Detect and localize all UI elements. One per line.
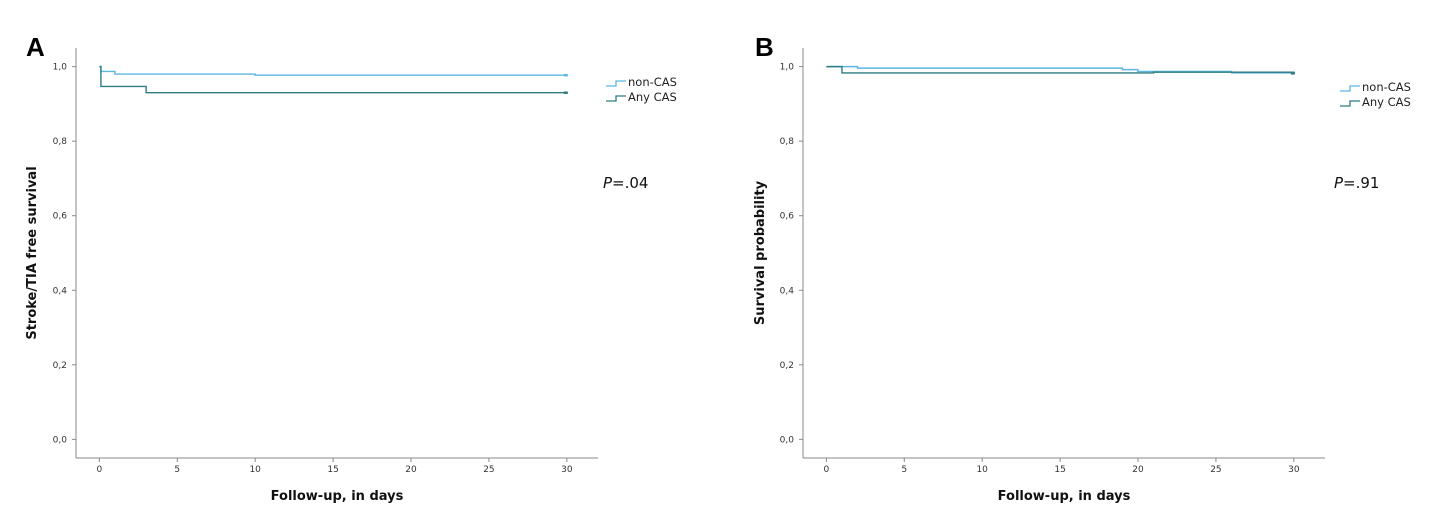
chart-panel-b: B 0,0 0,2 0,4 0,6 0,8 1,0 0 5 10 15 20 25 30 Follow-up… [753,32,1411,504]
panel-letter: B [755,32,774,62]
y-tick-label: 0,4 [780,286,795,296]
y-tick-label: 1,0 [53,63,68,73]
legend-swatch [1340,100,1360,107]
y-tick-label: 0,2 [780,361,794,371]
x-tick-label: 25 [483,465,494,475]
x-tick-label: 5 [901,465,907,475]
y-tick-label: 0,0 [53,435,68,445]
x-axis-title: Follow-up, in days [998,489,1131,504]
x-tick-label: 0 [824,465,830,475]
legend-label: Any CAS [1362,95,1411,109]
y-tick-label: 1,0 [780,63,795,73]
x-axis-title: Follow-up, in days [271,489,404,504]
legend-label: non-CAS [628,75,677,89]
x-tick-label: 15 [327,465,338,475]
legend-label: non-CAS [1362,80,1411,94]
x-tick-label: 10 [249,465,261,475]
series-line-any-cas [99,65,567,94]
y-axis-title: Survival probability [753,180,768,325]
p-value-annotation: P=.04 [603,174,648,192]
y-tick-label: 0,6 [780,212,795,222]
x-tick-label: 15 [1054,465,1065,475]
panel-letter: A [26,32,45,62]
p-value-number: =.91 [1343,174,1379,192]
series-line-non-cas [99,65,567,76]
x-tick-label: 5 [174,465,180,475]
legend-label: Any CAS [628,90,677,104]
p-value-annotation: P=.91 [1334,174,1379,192]
y-tick-label: 0,8 [53,137,68,147]
x-tick-label: 10 [976,465,988,475]
legend-swatch [606,95,626,102]
x-tick-label: 20 [1132,465,1144,475]
p-value-symbol: P [603,174,613,192]
chart-panel-a: A 0,0 0,2 0,4 0,6 0,8 1,0 0 5 10 15 20 25 30 Follow-up… [25,32,677,504]
y-tick-label: 0,0 [780,435,795,445]
y-axis-title: Stroke/TIA free survival [25,166,40,339]
y-tick-label: 0,4 [53,286,68,296]
y-tick-label: 0,8 [780,137,795,147]
y-tick-label: 0,2 [53,361,67,371]
x-tick-label: 25 [1210,465,1221,475]
y-tick-label: 0,6 [53,212,68,222]
p-value-number: =.04 [612,174,648,192]
legend-swatch [606,80,626,87]
legend-swatch [1340,85,1360,92]
x-tick-label: 20 [405,465,417,475]
x-tick-label: 0 [97,465,103,475]
p-value-symbol: P [1334,174,1344,192]
x-tick-label: 30 [561,465,573,475]
x-tick-label: 30 [1288,465,1300,475]
